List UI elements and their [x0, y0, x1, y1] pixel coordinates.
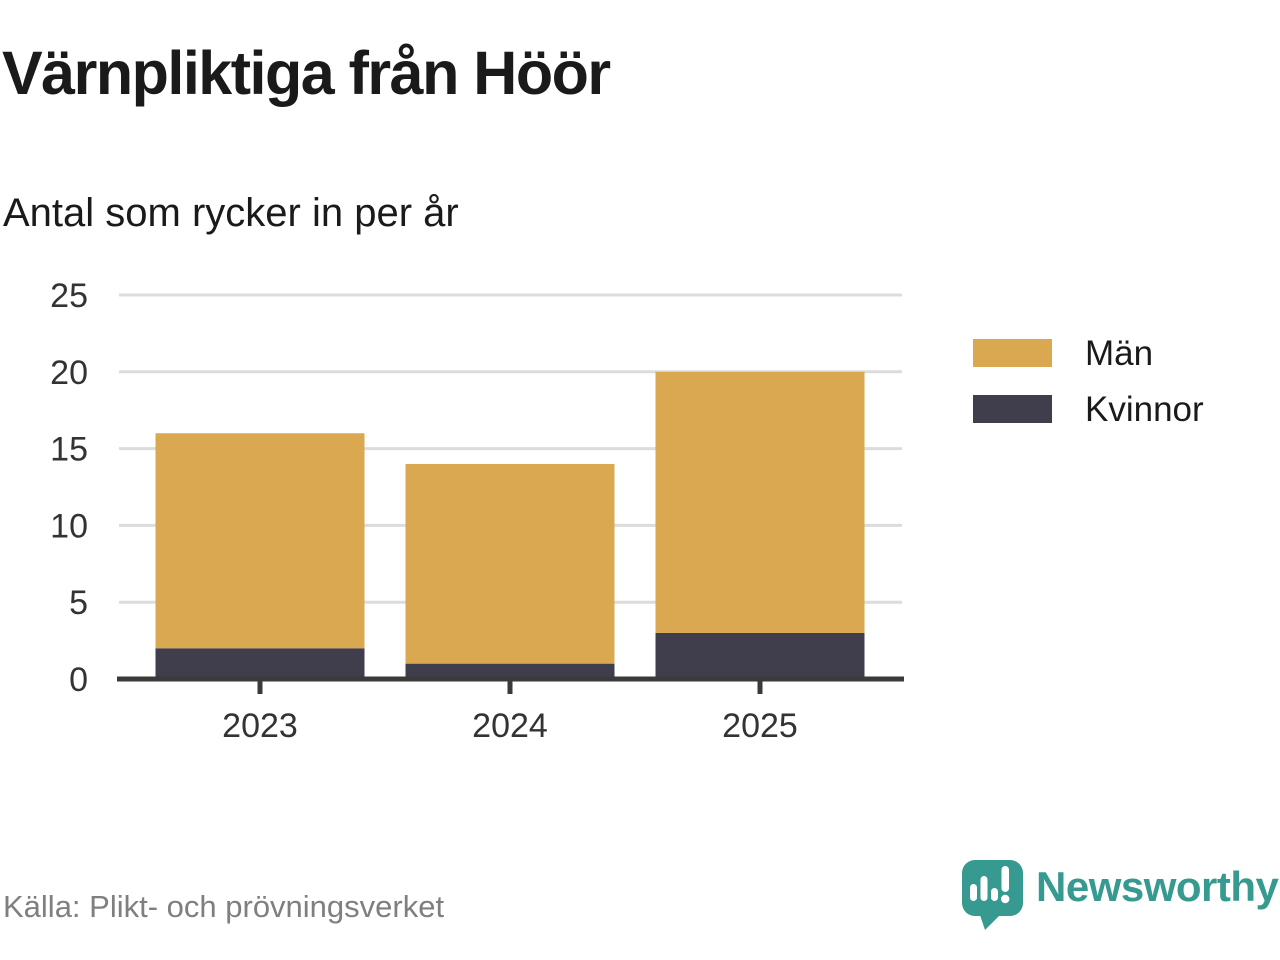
y-tick-label: 15 [50, 431, 88, 469]
newsworthy-logo: Newsworthy [961, 858, 1279, 932]
legend-item-men: Män [973, 336, 1204, 371]
source-note: Källa: Plikt- och prövningsverket [3, 889, 445, 924]
bar-segment-2023-Kvinnor [155, 648, 365, 679]
y-tick-label: 25 [50, 277, 88, 315]
bar-segment-2024-Män [405, 463, 615, 664]
legend-item-women: Kvinnor [973, 392, 1204, 427]
bar-segment-2023-Män [155, 433, 365, 649]
newsworthy-logo-icon [962, 860, 1023, 930]
y-tick-label: 0 [69, 661, 88, 699]
chart-subtitle: Antal som rycker in per år [3, 191, 459, 235]
x-tick-label: 2023 [222, 707, 298, 745]
bar-segment-2025-Män [655, 371, 865, 633]
legend-label-women: Kvinnor [1085, 389, 1204, 429]
newsworthy-logo-text: Newsworthy [1036, 863, 1279, 910]
bar-segment-2024-Kvinnor [405, 663, 615, 679]
legend-swatch-women [973, 395, 1052, 423]
y-tick-label: 10 [50, 507, 88, 545]
y-tick-label: 20 [50, 354, 88, 392]
legend-swatch-men [973, 339, 1052, 367]
legend: Män Kvinnor [973, 336, 1204, 451]
x-axis-tick [507, 681, 513, 694]
x-axis-tick [257, 681, 263, 694]
bar-segment-2025-Kvinnor [655, 632, 865, 679]
y-tick-label: 5 [69, 584, 88, 622]
chart-title: Värnpliktiga från Höör [2, 39, 611, 107]
x-tick-label: 2025 [722, 707, 798, 745]
legend-label-men: Män [1085, 333, 1154, 373]
x-axis-line [117, 676, 904, 682]
x-axis-tick [757, 681, 763, 694]
x-tick-label: 2024 [472, 707, 548, 745]
